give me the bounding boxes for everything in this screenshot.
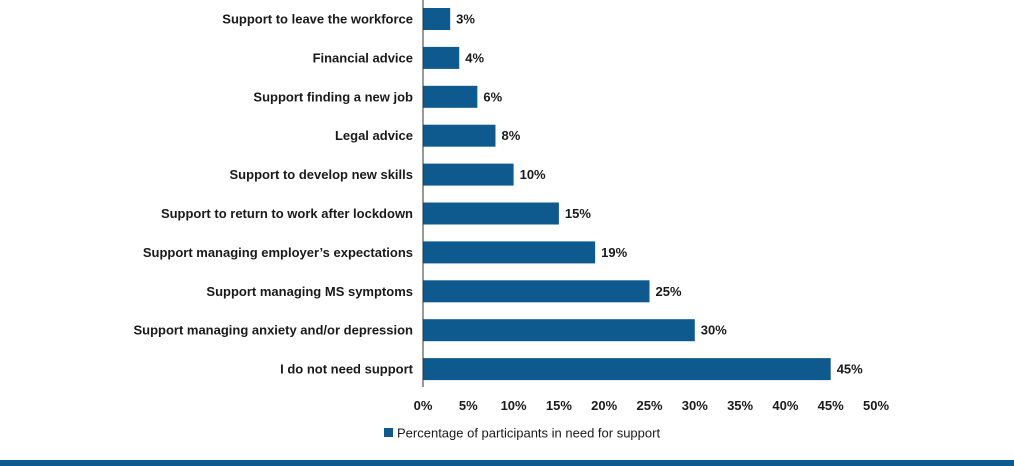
value-label: 15% bbox=[565, 206, 591, 221]
x-tick-label: 25% bbox=[636, 398, 662, 413]
bar bbox=[423, 241, 596, 264]
x-tick-label: 10% bbox=[501, 398, 527, 413]
bar bbox=[423, 358, 831, 381]
x-tick-label: 40% bbox=[772, 398, 798, 413]
legend: Percentage of participants in need for s… bbox=[384, 426, 660, 441]
x-tick-label: 35% bbox=[727, 398, 753, 413]
x-tick-label: 0% bbox=[414, 398, 433, 413]
category-labels: Support to leave the workforce Financial … bbox=[133, 12, 413, 377]
x-tick-label: 45% bbox=[818, 398, 844, 413]
x-tick-labels: 0% 5% 10% 15% 20% 25% 30% 35% 40% 45% 50% bbox=[414, 398, 890, 413]
bar bbox=[423, 319, 695, 342]
value-label: 19% bbox=[601, 245, 627, 260]
category-label: I do not need support bbox=[280, 362, 414, 377]
category-label: Support to leave the workforce bbox=[222, 12, 413, 27]
category-label: Support to develop new skills bbox=[230, 167, 413, 182]
bars-group bbox=[423, 8, 831, 381]
category-label: Support to return to work after lockdown bbox=[161, 206, 413, 221]
x-tick-label: 30% bbox=[682, 398, 708, 413]
value-label: 25% bbox=[656, 284, 682, 299]
bar bbox=[423, 46, 460, 69]
category-label: Support managing MS symptoms bbox=[206, 284, 413, 299]
category-label: Support finding a new job bbox=[253, 89, 413, 104]
value-label: 30% bbox=[701, 323, 727, 338]
legend-label: Percentage of participants in need for s… bbox=[397, 426, 660, 441]
footer-band bbox=[0, 460, 1014, 466]
category-label: Financial advice bbox=[313, 50, 413, 65]
legend-swatch bbox=[384, 428, 393, 437]
x-tick-label: 20% bbox=[591, 398, 617, 413]
x-tick-label: 50% bbox=[863, 398, 889, 413]
value-labels: 3% 4% 6% 8% 10% 15% 19% 25% 30% 45% bbox=[456, 12, 863, 377]
bar bbox=[423, 8, 451, 30]
bar bbox=[423, 280, 650, 303]
x-tick-label: 15% bbox=[546, 398, 572, 413]
bar bbox=[423, 85, 478, 108]
category-label: Support managing employer’s expectations bbox=[143, 245, 413, 260]
value-label: 4% bbox=[465, 50, 484, 65]
value-label: 45% bbox=[837, 362, 863, 377]
category-label: Support managing anxiety and/or depressi… bbox=[133, 323, 413, 338]
category-label: Legal advice bbox=[335, 128, 413, 143]
x-tick-label: 5% bbox=[459, 398, 478, 413]
bar bbox=[423, 124, 496, 147]
value-label: 6% bbox=[483, 89, 502, 104]
bar bbox=[423, 202, 559, 225]
value-label: 10% bbox=[520, 167, 546, 182]
value-label: 3% bbox=[456, 12, 475, 27]
value-label: 8% bbox=[501, 128, 520, 143]
bar bbox=[423, 163, 514, 186]
